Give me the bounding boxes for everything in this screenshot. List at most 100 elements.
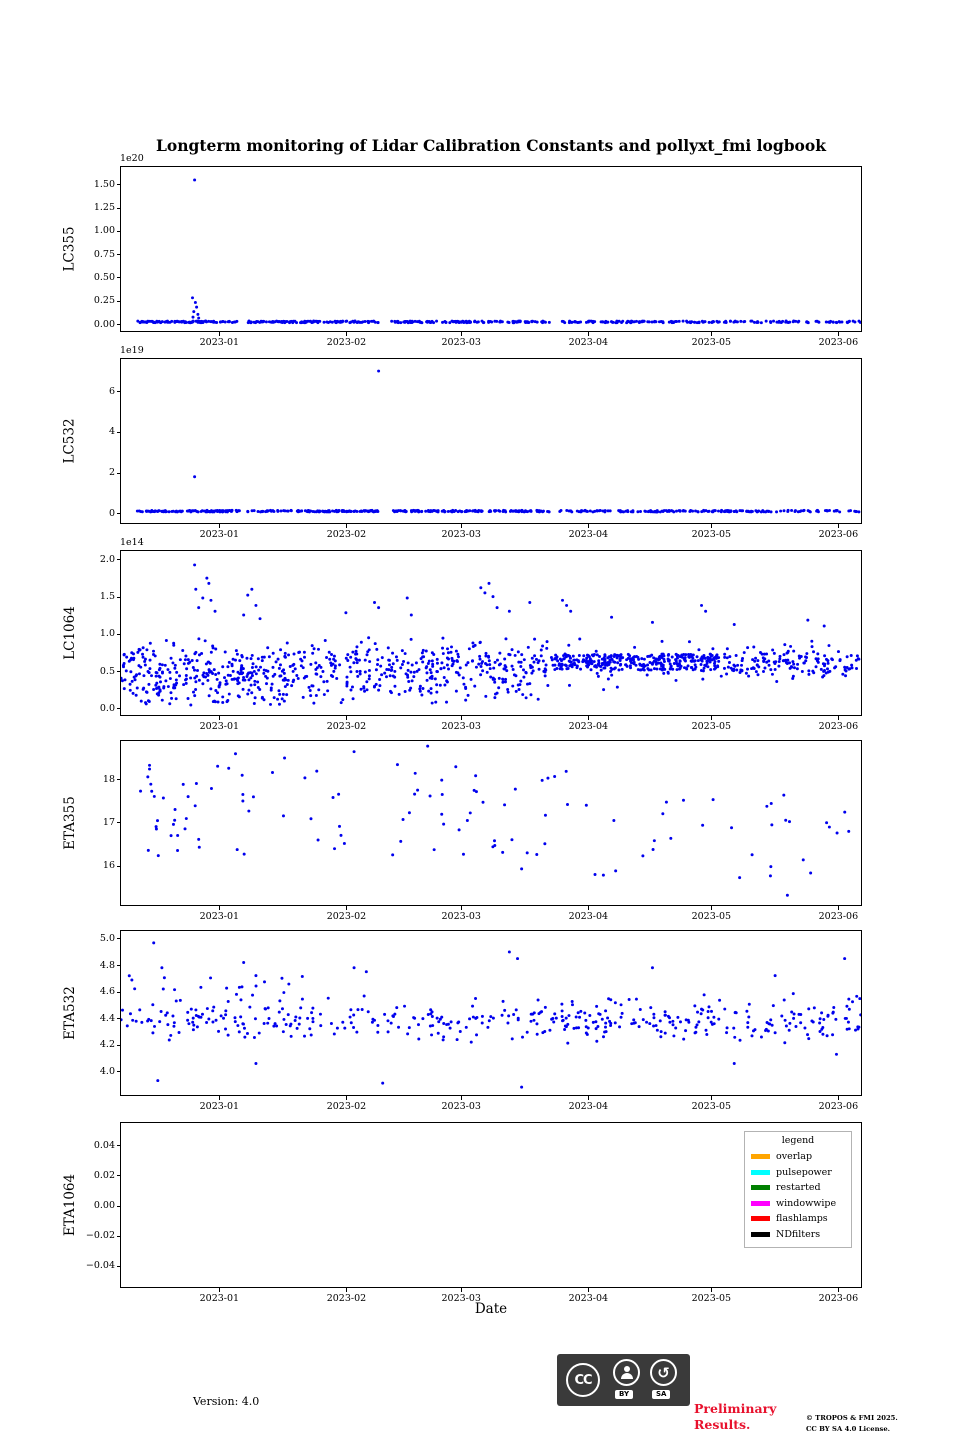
legend-rows: overlap pulsepower restarted windowwipe flas…	[751, 1149, 845, 1242]
sa-arrows-icon: ↺	[650, 1359, 677, 1386]
x-tick-mark	[587, 524, 589, 528]
x-tick-label: 2023-05	[691, 529, 732, 540]
x-tick-mark	[587, 716, 589, 720]
legend-swatch-pulsepower	[751, 1169, 770, 1175]
x-tick-label: 2023-02	[326, 1101, 367, 1112]
y-tick-mark	[117, 965, 121, 967]
copyright-line2: CC BY SA 4.0 License.	[806, 1425, 891, 1434]
version-text: Version: 4.0	[193, 1395, 260, 1408]
x-tick-mark	[218, 1096, 220, 1100]
y-tick-label: 6	[108, 385, 115, 397]
x-tick-label: 2023-01	[199, 721, 240, 732]
legend-swatch-flashlamps	[751, 1216, 770, 1222]
y-tick-mark	[117, 431, 121, 433]
x-tick-mark	[710, 1288, 712, 1292]
y-tick-mark	[117, 1235, 121, 1237]
subplot-lc532: 1e19 LC532 2023-01 2023-02 2023-03 2023-04 2…	[62, 345, 862, 540]
x-tick-label: 2023-03	[441, 1293, 481, 1304]
x-tick-mark	[837, 716, 839, 720]
x-tick-mark	[345, 716, 347, 720]
legend-entry-overlap: overlap	[751, 1149, 845, 1165]
x-tick-label: 2023-05	[691, 721, 732, 732]
by-person-icon	[613, 1359, 640, 1386]
legend-label: overlap	[776, 1151, 813, 1163]
x-tick-mark	[587, 332, 589, 336]
legend-entry-pulsepower: pulsepower	[751, 1165, 845, 1181]
x-tick-mark	[710, 906, 712, 910]
x-tick-mark	[345, 332, 347, 336]
x-tick-label: 2023-04	[568, 721, 609, 732]
y-tick-mark	[117, 1205, 121, 1207]
y-tick-label: 4.6	[99, 986, 115, 998]
y-tick-label: 2	[108, 467, 115, 479]
y-tick-label: 17	[102, 816, 115, 828]
x-tick-label: 2023-03	[441, 721, 481, 732]
y-tick-mark	[117, 207, 121, 209]
x-tick-label: 2023-06	[818, 1101, 859, 1112]
y-tick-mark	[117, 324, 121, 326]
x-tick-mark	[460, 1288, 462, 1292]
legend-swatch-overlap	[751, 1154, 770, 1160]
subplot-eta1064: ETA1064 legend overlap pulsepower restarte…	[62, 1122, 862, 1304]
x-tick-label: 2023-03	[441, 337, 481, 348]
y-tick-mark	[117, 1175, 121, 1177]
y-tick-label: 0.50	[93, 271, 115, 283]
y-tick-mark	[117, 230, 121, 232]
x-tick-mark	[710, 332, 712, 336]
y-tick-label: 18	[102, 773, 115, 785]
x-tick-label: 2023-06	[818, 1293, 859, 1304]
cc-logo-icon: CC	[566, 1363, 600, 1397]
y-tick-label: 16	[102, 860, 115, 872]
y-tick-mark	[117, 671, 121, 673]
y-tick-mark	[117, 391, 121, 393]
scatter-points-lc355	[136, 178, 861, 325]
copyright-line1: © TROPOS & FMI 2025.	[806, 1414, 898, 1422]
x-tick-mark	[837, 906, 839, 910]
y-tick-label: 0	[108, 507, 115, 519]
preliminary-note: Preliminary Results.	[694, 1401, 776, 1434]
by-pill-label: BY	[615, 1390, 634, 1399]
x-tick-label: 2023-03	[441, 911, 481, 922]
y-tick-label: 4.2	[99, 1039, 115, 1051]
y-tick-label: 0.25	[93, 295, 115, 307]
legend-swatch-windowwipe	[751, 1200, 770, 1206]
x-tick-mark	[460, 524, 462, 528]
y-tick-label: 1.5	[99, 591, 115, 603]
x-tick-label: 2023-04	[568, 1101, 609, 1112]
y-tick-mark	[117, 938, 121, 940]
x-tick-mark	[837, 1288, 839, 1292]
x-tick-label: 2023-06	[818, 721, 859, 732]
y-tick-label: 1.0	[99, 628, 115, 640]
x-tick-mark	[345, 906, 347, 910]
y-tick-label: 4.4	[99, 1012, 115, 1024]
x-tick-label: 2023-05	[691, 1101, 732, 1112]
cc-badge: CC ↺ BY SA	[557, 1354, 690, 1406]
x-tick-label: 2023-04	[568, 1293, 609, 1304]
y-tick-mark	[117, 865, 121, 867]
y-tick-label: 4.8	[99, 959, 115, 971]
legend-label: flashlamps	[776, 1213, 828, 1225]
x-tick-label: 2023-02	[326, 911, 367, 922]
x-tick-label: 2023-03	[441, 529, 481, 540]
x-tick-mark	[587, 1288, 589, 1292]
y-tick-mark	[117, 254, 121, 256]
x-tick-label: 2023-01	[199, 1293, 240, 1304]
legend-entry-ndfilters: NDfilters	[751, 1227, 845, 1243]
x-tick-label: 2023-04	[568, 529, 609, 540]
y-axis-label-lc532: LC532	[62, 418, 78, 464]
scatter-points-lc1064	[121, 563, 861, 707]
y-tick-label: 0.00	[93, 318, 115, 330]
x-tick-label: 2023-01	[199, 911, 240, 922]
x-tick-mark	[460, 716, 462, 720]
scatter-points-eta355	[139, 744, 851, 897]
figure-title: Longterm monitoring of Lidar Calibration…	[156, 136, 826, 155]
legend-swatch-ndfilters	[751, 1231, 770, 1237]
x-tick-label: 2023-05	[691, 911, 732, 922]
x-tick-label: 2023-02	[326, 529, 367, 540]
scatter-points-eta532	[121, 941, 861, 1089]
offset-text-lc532: 1e19	[120, 345, 144, 356]
legend-swatch-restarted	[751, 1185, 770, 1191]
legend-entry-flashlamps: flashlamps	[751, 1211, 845, 1227]
preliminary-line1: Preliminary	[694, 1401, 777, 1416]
y-tick-mark	[117, 708, 121, 710]
